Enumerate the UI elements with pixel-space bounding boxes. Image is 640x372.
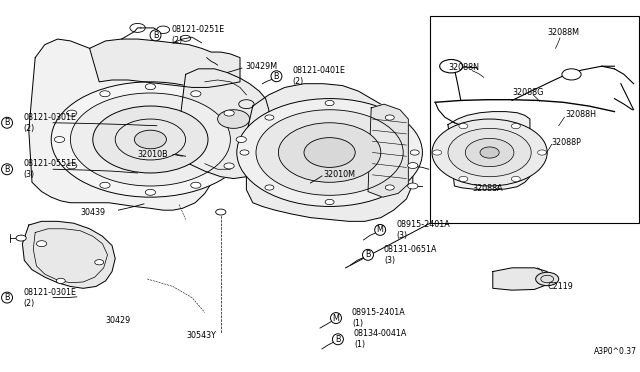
Text: B: B	[4, 165, 10, 174]
Text: 32088H: 32088H	[565, 110, 596, 119]
Text: B: B	[4, 293, 10, 302]
Text: 08915-2401A
(1): 08915-2401A (1)	[352, 308, 406, 328]
Circle shape	[480, 147, 499, 158]
Circle shape	[511, 176, 520, 182]
Text: A3P0^0.37: A3P0^0.37	[594, 347, 637, 356]
Text: 08915-2401A
(3): 08915-2401A (3)	[396, 220, 450, 240]
Text: 08121-0401E
(2): 08121-0401E (2)	[292, 66, 346, 86]
Circle shape	[459, 124, 468, 129]
Text: 30543Y: 30543Y	[187, 331, 216, 340]
Text: 32010M: 32010M	[323, 170, 355, 179]
Polygon shape	[176, 69, 269, 179]
Circle shape	[236, 137, 246, 142]
Circle shape	[538, 150, 547, 155]
Circle shape	[191, 91, 201, 97]
Text: 08134-0041A
(1): 08134-0041A (1)	[354, 329, 407, 349]
Text: 30429M: 30429M	[245, 62, 277, 71]
Circle shape	[304, 138, 355, 167]
Text: C2119: C2119	[547, 282, 573, 291]
Circle shape	[408, 183, 418, 189]
Circle shape	[385, 185, 394, 190]
Circle shape	[511, 124, 520, 129]
Text: 08121-0551E
(3): 08121-0551E (3)	[23, 159, 76, 179]
Polygon shape	[29, 39, 214, 210]
Circle shape	[54, 137, 65, 142]
Circle shape	[562, 69, 581, 80]
Circle shape	[67, 163, 77, 169]
Text: 32088N: 32088N	[448, 63, 479, 72]
Circle shape	[224, 110, 234, 116]
Circle shape	[432, 119, 547, 186]
Text: B: B	[4, 118, 10, 127]
Circle shape	[145, 189, 156, 195]
Text: 32088G: 32088G	[512, 88, 543, 97]
Circle shape	[408, 163, 418, 169]
Text: 08121-0301E
(2): 08121-0301E (2)	[23, 113, 76, 133]
Circle shape	[67, 110, 77, 116]
Circle shape	[256, 110, 403, 195]
Circle shape	[191, 182, 201, 188]
Circle shape	[36, 241, 47, 247]
Bar	[430, 16, 639, 223]
Text: 32088P: 32088P	[552, 138, 582, 147]
Circle shape	[224, 163, 234, 169]
Circle shape	[465, 138, 514, 167]
Polygon shape	[493, 268, 547, 290]
Text: M: M	[377, 225, 383, 234]
Polygon shape	[90, 39, 240, 87]
Text: 32088A: 32088A	[472, 185, 503, 193]
Circle shape	[145, 84, 156, 90]
Text: 08131-0651A
(3): 08131-0651A (3)	[384, 245, 438, 265]
Text: 32088M: 32088M	[547, 28, 579, 37]
Circle shape	[16, 235, 26, 241]
Circle shape	[93, 106, 208, 173]
Text: 30439: 30439	[80, 208, 105, 217]
Circle shape	[265, 115, 274, 120]
Circle shape	[70, 93, 230, 186]
Circle shape	[325, 100, 334, 106]
Circle shape	[459, 176, 468, 182]
Circle shape	[325, 199, 334, 205]
Polygon shape	[448, 112, 530, 190]
Text: 30429: 30429	[106, 316, 131, 325]
Circle shape	[448, 128, 531, 177]
Circle shape	[51, 82, 250, 197]
Text: M: M	[333, 314, 339, 323]
Circle shape	[237, 99, 422, 206]
Text: B: B	[365, 250, 371, 259]
Circle shape	[440, 60, 463, 73]
Circle shape	[385, 115, 394, 120]
Circle shape	[56, 278, 65, 283]
Polygon shape	[246, 84, 413, 221]
Circle shape	[240, 150, 249, 155]
Text: 08121-0301E
(2): 08121-0301E (2)	[23, 288, 76, 308]
Text: B: B	[153, 31, 158, 40]
Polygon shape	[22, 221, 115, 288]
Circle shape	[265, 185, 274, 190]
Circle shape	[216, 209, 226, 215]
Text: 32010B: 32010B	[138, 150, 168, 159]
Circle shape	[433, 150, 442, 155]
Text: B: B	[335, 335, 340, 344]
Circle shape	[536, 272, 559, 286]
Circle shape	[410, 150, 419, 155]
Text: B: B	[274, 72, 279, 81]
Circle shape	[134, 130, 166, 149]
Circle shape	[95, 260, 104, 265]
Circle shape	[278, 123, 381, 182]
Polygon shape	[368, 104, 408, 197]
Circle shape	[100, 91, 110, 97]
Circle shape	[218, 110, 250, 128]
Circle shape	[100, 182, 110, 188]
Text: 08121-0251E
(2): 08121-0251E (2)	[172, 25, 225, 45]
